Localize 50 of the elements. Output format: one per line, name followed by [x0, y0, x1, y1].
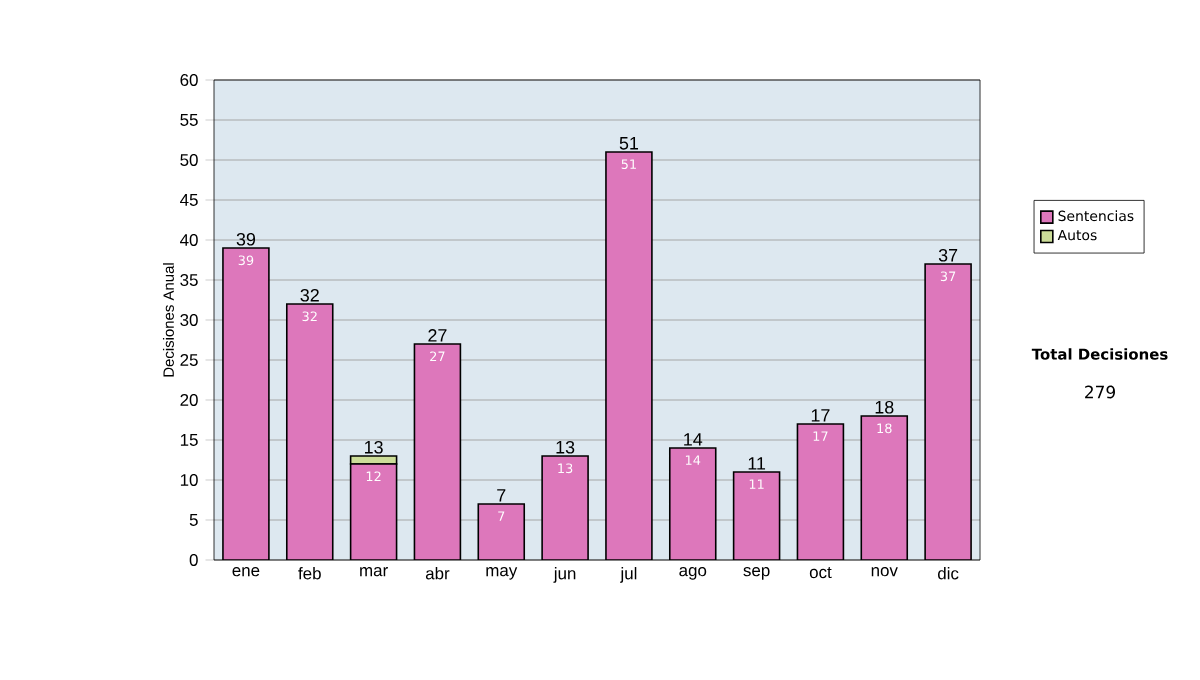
x-tick-label: feb	[298, 567, 321, 580]
total-label: 17	[811, 409, 830, 422]
text: 279	[1085, 385, 1115, 399]
y-tick-label: 15	[180, 434, 198, 446]
y-tick-label: 35	[180, 274, 198, 286]
y-tick-label: 30	[180, 314, 198, 326]
y-tick-label: 20	[180, 394, 198, 406]
x-tick-label: jun	[553, 567, 576, 583]
y-tick-label: 40	[180, 234, 198, 246]
x-tick-label: mar	[360, 567, 388, 577]
y-tick-label: 50	[180, 154, 198, 166]
bar	[861, 416, 908, 560]
y-tick-label: 45	[180, 194, 198, 206]
bar	[414, 344, 461, 560]
x-tick-label: may	[486, 567, 518, 580]
bar	[350, 464, 397, 560]
bar	[542, 456, 589, 560]
total-label: 39	[236, 232, 256, 246]
total-label: 11	[748, 457, 766, 470]
bar	[478, 504, 525, 560]
bar	[733, 472, 780, 560]
x-tick-label: sep	[743, 567, 770, 580]
x-tick-label: abr	[425, 567, 450, 580]
total-label: 32	[300, 288, 319, 302]
total-label: 7	[497, 489, 506, 502]
x-tick-label: ene	[232, 567, 260, 577]
bar	[222, 248, 269, 560]
total-label: 13	[365, 440, 383, 454]
x-tick-label: oct	[809, 567, 832, 579]
bar	[669, 448, 716, 560]
total-label: 13	[556, 440, 575, 454]
x-tick-label: nov	[871, 567, 898, 577]
total-label: 27	[428, 329, 447, 342]
y-tick-label: 10	[180, 474, 198, 486]
bar	[605, 152, 652, 560]
y-tick-label: 55	[180, 114, 198, 126]
y-tick-label: 0	[189, 554, 198, 566]
total-label: 37	[938, 248, 958, 262]
x-tick-label: jul	[620, 567, 637, 583]
bar	[797, 424, 844, 560]
y-tick-label: 60	[180, 74, 198, 86]
y-tick-label: 5	[189, 514, 198, 526]
total-label: 51	[619, 137, 639, 150]
x-tick-label: dic	[938, 567, 959, 580]
total-label: 14	[684, 433, 703, 446]
x-tick-label: ago	[679, 567, 707, 580]
y-tick-label: 25	[180, 354, 198, 366]
total-label: 18	[875, 400, 894, 414]
bar	[286, 304, 333, 560]
bar	[924, 263, 972, 560]
